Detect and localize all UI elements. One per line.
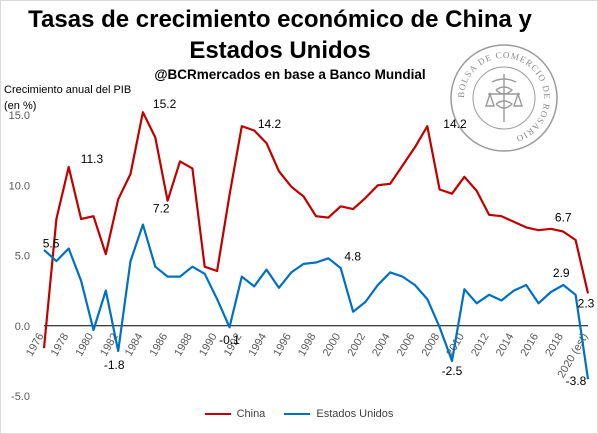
- data-label: -0.1: [219, 333, 240, 347]
- x-tick-label: 2000: [321, 331, 344, 358]
- x-tick-label: 1994: [247, 331, 270, 358]
- x-tick-label: 2006: [395, 331, 418, 358]
- data-label: 14.2: [258, 117, 282, 131]
- x-tick-label: 2004: [370, 331, 393, 358]
- x-tick-label: 2002: [345, 331, 368, 358]
- x-tick-label: 1986: [148, 331, 171, 358]
- x-tick-label: 2016: [519, 331, 542, 358]
- y-tick-label: 10.0: [9, 180, 30, 192]
- x-tick-label: 2018: [543, 331, 566, 358]
- seal-logo: BOLSA DE COMERCIO DE ROSARIO: [450, 44, 558, 152]
- x-tick-label: 2012: [469, 331, 492, 358]
- data-label: 2.3: [578, 296, 595, 310]
- x-tick-label: 1998: [296, 331, 319, 358]
- x-tick-label: 1984: [123, 331, 146, 358]
- data-label: 5.5: [43, 236, 60, 250]
- y-tick-label: 15.0: [9, 110, 30, 122]
- x-tick-label: 1976: [24, 331, 47, 358]
- series-line-estados-unidos: [43, 223, 590, 380]
- data-label: 11.3: [81, 152, 104, 166]
- data-label: -3.8: [566, 374, 587, 388]
- x-tick-label: 1978: [49, 331, 72, 358]
- x-tick-label: 1980: [73, 331, 96, 358]
- legend-swatch-usa: [284, 413, 311, 416]
- legend-swatch-china: [204, 413, 231, 416]
- x-tick-label: 1996: [271, 331, 294, 358]
- legend-label-usa: Estados Unidos: [316, 408, 394, 420]
- data-label: 2.9: [553, 266, 570, 280]
- x-tick-label: 1988: [172, 331, 195, 358]
- data-label: 6.7: [555, 211, 572, 225]
- data-label: -2.5: [442, 364, 463, 378]
- y-tick-label: 5.0: [15, 251, 30, 263]
- x-tick-label: 2008: [420, 331, 443, 358]
- chart-subtitle: @BCRmercados en base a Banco Mundial: [154, 67, 426, 82]
- data-label: 14.2: [443, 117, 467, 131]
- caduceus-icon: [485, 74, 523, 122]
- data-label: 7.2: [153, 202, 170, 216]
- y-tick-label: -5.0: [11, 391, 30, 403]
- legend-item-usa: Estados Unidos: [284, 408, 393, 420]
- x-tick-label: 1990: [197, 331, 220, 358]
- data-label: 4.8: [344, 249, 361, 263]
- data-labels: 11.3 15.2 14.2 14.2 6.7 2.3 5.5 -1.8 7.2 -0.1 4.8 -…: [43, 97, 595, 388]
- chart-title: Tasas de crecimiento económico de China …: [28, 6, 532, 64]
- data-label: 15.2: [153, 97, 177, 111]
- x-tick-label: 2014: [494, 331, 517, 358]
- legend-item-china: China: [204, 408, 266, 420]
- series-line-china: [42, 111, 590, 349]
- legend: China Estados Unidos: [0, 408, 598, 420]
- legend-label-china: China: [236, 408, 266, 420]
- y-axis-label: Crecimiento anual del PIB (en %): [4, 84, 132, 112]
- y-tick-label: 0.0: [15, 321, 30, 333]
- data-label: -1.8: [104, 358, 125, 372]
- series-lines: [42, 111, 590, 380]
